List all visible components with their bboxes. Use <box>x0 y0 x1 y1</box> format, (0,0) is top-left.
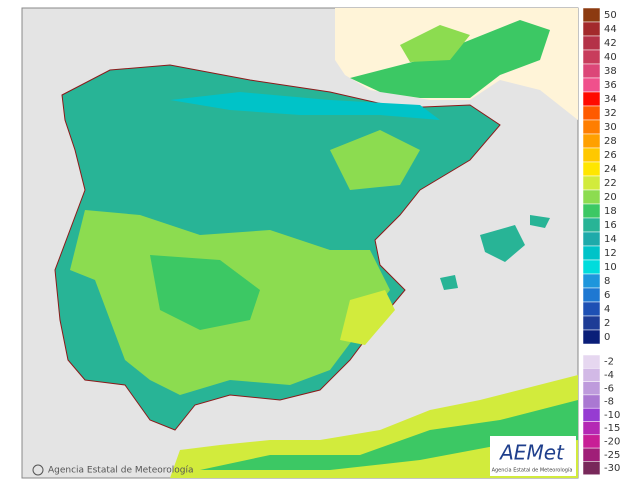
legend-swatch <box>582 133 601 149</box>
legend-label: 42 <box>604 38 617 49</box>
copyright-icon <box>32 464 44 476</box>
legend-swatch <box>582 434 601 449</box>
legend-label: -25 <box>604 450 620 461</box>
logo: AEMet <box>498 441 565 465</box>
legend-label: -6 <box>604 383 614 394</box>
legend-label: -10 <box>604 410 620 421</box>
legend-swatch <box>582 245 601 261</box>
legend-label: 50 <box>604 10 617 21</box>
legend-swatch <box>582 394 601 409</box>
legend-swatch <box>582 329 601 345</box>
legend-swatch <box>582 7 601 23</box>
legend-swatch <box>582 63 601 79</box>
france-warm <box>400 25 470 62</box>
map <box>21 7 579 479</box>
legend-swatch <box>582 315 601 331</box>
central-cool <box>150 255 260 330</box>
legend-swatch <box>582 301 601 317</box>
legend-label: -30 <box>604 463 620 474</box>
legend-label: 34 <box>604 94 617 105</box>
legend-label: 6 <box>604 290 610 301</box>
legend-swatch <box>582 217 601 233</box>
legend-label: 12 <box>604 248 617 259</box>
legend-swatch <box>582 421 601 436</box>
legend-swatch <box>582 354 601 369</box>
legend-swatch <box>582 407 601 422</box>
legend-label: 2 <box>604 318 610 329</box>
legend-swatch <box>582 119 601 135</box>
credit: Agencia Estatal de Meteorología <box>48 466 194 476</box>
legend-label: 26 <box>604 150 617 161</box>
legend-label: 24 <box>604 164 617 175</box>
legend-swatch <box>582 203 601 219</box>
legend-swatch <box>582 447 601 462</box>
legend-label: 36 <box>604 80 617 91</box>
legend-label: 40 <box>604 52 617 63</box>
legend-label: 22 <box>604 178 617 189</box>
murcia <box>340 290 395 345</box>
legend-swatch <box>582 287 601 303</box>
logo-box <box>490 436 576 476</box>
legend-label: 0 <box>604 332 610 343</box>
legend-label: 28 <box>604 136 617 147</box>
legend-swatch <box>582 77 601 93</box>
legend-swatch <box>582 147 601 163</box>
legend-swatch <box>582 21 601 37</box>
legend-label: -8 <box>604 397 614 408</box>
logo-subtitle: Agencia Estatal de Meteorología <box>492 467 573 474</box>
legend-label: 14 <box>604 234 617 245</box>
legend-swatch <box>582 231 601 247</box>
legend-swatch <box>582 105 601 121</box>
legend: 5044424038363432302826242220181614121086… <box>582 7 620 475</box>
legend-label: 32 <box>604 108 617 119</box>
legend-label: -4 <box>604 370 614 381</box>
africa-cool <box>200 400 578 470</box>
mountains <box>170 92 440 120</box>
legend-label: 30 <box>604 122 617 133</box>
legend-swatch <box>582 175 601 191</box>
legend-swatch <box>582 273 601 289</box>
legend-label: 16 <box>604 220 617 231</box>
legend-label: 44 <box>604 24 617 35</box>
legend-label: 4 <box>604 304 610 315</box>
legend-label: 8 <box>604 276 610 287</box>
ibiza <box>440 275 458 290</box>
legend-label: 38 <box>604 66 617 77</box>
legend-label: -2 <box>604 357 614 368</box>
legend-swatch <box>582 161 601 177</box>
menorca <box>530 215 550 228</box>
ebro <box>330 130 420 190</box>
mallorca <box>480 225 525 262</box>
legend-swatch <box>582 49 601 65</box>
legend-swatch <box>582 35 601 51</box>
legend-swatch <box>582 189 601 205</box>
legend-swatch <box>582 368 601 382</box>
legend-label: -15 <box>604 423 620 434</box>
legend-label: 10 <box>604 262 617 273</box>
legend-swatch <box>582 91 601 107</box>
legend-label: -20 <box>604 436 620 447</box>
legend-label: 18 <box>604 206 617 217</box>
legend-swatch <box>582 259 601 275</box>
legend-swatch <box>582 461 601 475</box>
legend-label: 20 <box>604 192 617 203</box>
legend-swatch <box>582 381 601 396</box>
